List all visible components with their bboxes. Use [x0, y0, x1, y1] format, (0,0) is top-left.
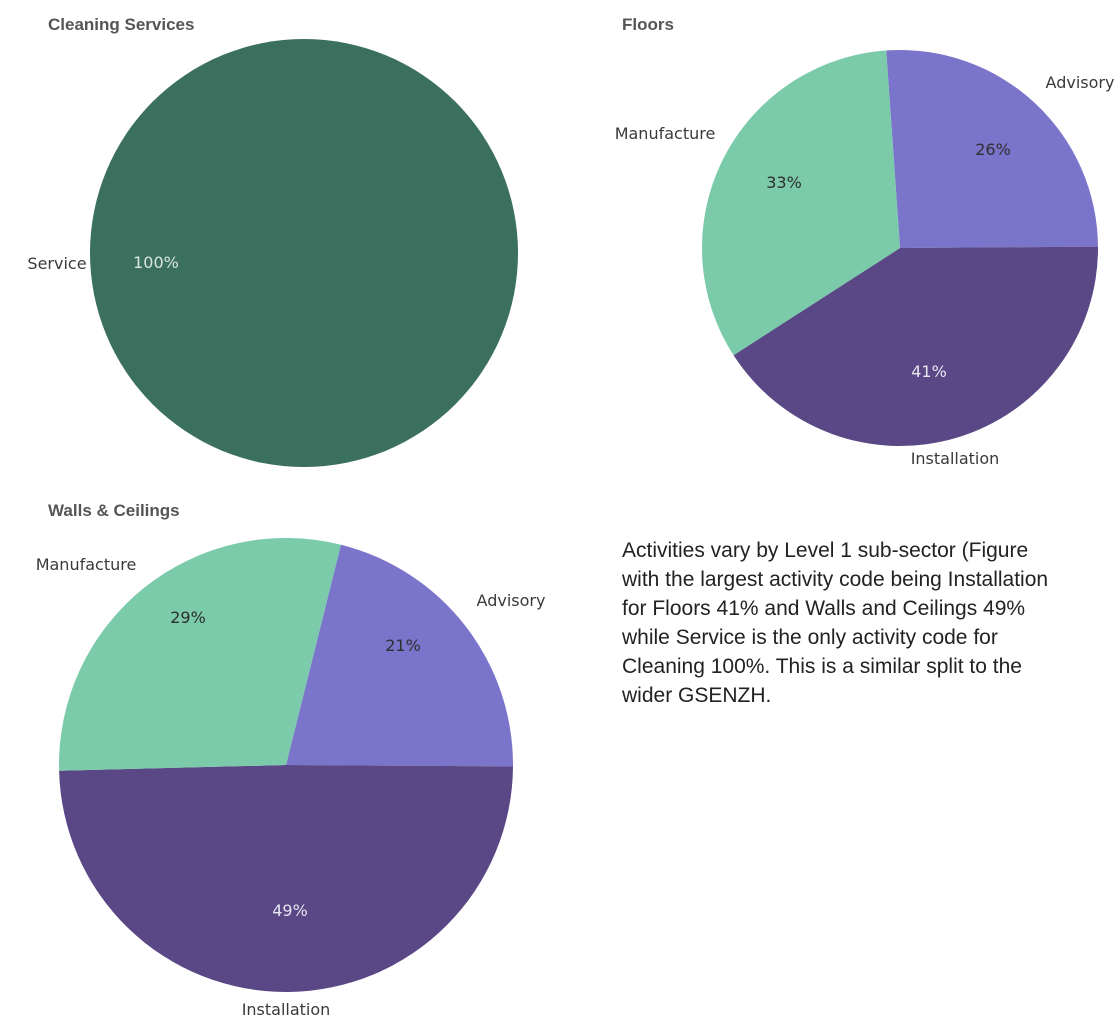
paragraph-line: with the largest activity code being Ins… — [622, 568, 1049, 591]
pie-chart-floors: 26% 41% 33% Advisory Installation Manufacture — [615, 50, 1114, 468]
category-label-installation: Installation — [242, 1000, 331, 1019]
category-label-manufacture: Manufacture — [36, 555, 137, 574]
category-label-manufacture: Manufacture — [615, 124, 716, 143]
chart-title-cleaning-services: Cleaning Services — [48, 15, 195, 34]
chart-title-walls-ceilings: Walls & Ceilings — [48, 501, 180, 520]
slice-value-label: 100% — [133, 253, 179, 272]
slice-value-label: 41% — [911, 362, 947, 381]
slice-value-label: 49% — [272, 901, 308, 920]
chart-title-floors: Floors — [622, 15, 674, 34]
summary-paragraph: Activities vary by Level 1 sub-sector (F… — [622, 536, 1114, 710]
slice-value-label: 33% — [766, 173, 802, 192]
pie-slice-installation — [59, 765, 513, 992]
pie-slice-advisory — [286, 544, 513, 767]
paragraph-line: for Floors 41% and Walls and Ceilings 49… — [622, 597, 1026, 620]
category-label-advisory: Advisory — [477, 591, 546, 610]
pie-chart-cleaning-services: 100% Service — [27, 39, 518, 467]
pie-chart-walls-ceilings: 21% 49% 29% Advisory Installation Manufacture — [36, 538, 546, 1019]
pie-slice-manufacture — [58, 538, 341, 771]
category-label-advisory: Advisory — [1046, 73, 1114, 92]
pie-slice-installation — [733, 246, 1098, 446]
slice-value-label: 29% — [170, 608, 206, 627]
pie-slice-advisory — [886, 50, 1098, 249]
slice-value-label: 26% — [975, 140, 1011, 159]
paragraph-line: Cleaning 100%. This is a similar split t… — [622, 655, 1022, 678]
paragraph-line: wider GSENZH. — [622, 684, 772, 707]
category-label-service: Service — [27, 254, 86, 273]
category-label-installation: Installation — [911, 449, 1000, 468]
slice-value-label: 21% — [385, 636, 421, 655]
paragraph-line: while Service is the only activity code … — [622, 626, 998, 649]
pie-slice-service — [90, 39, 518, 467]
pie-slice-manufacture — [702, 50, 900, 356]
paragraph-line: Activities vary by Level 1 sub-sector (F… — [622, 539, 1029, 562]
